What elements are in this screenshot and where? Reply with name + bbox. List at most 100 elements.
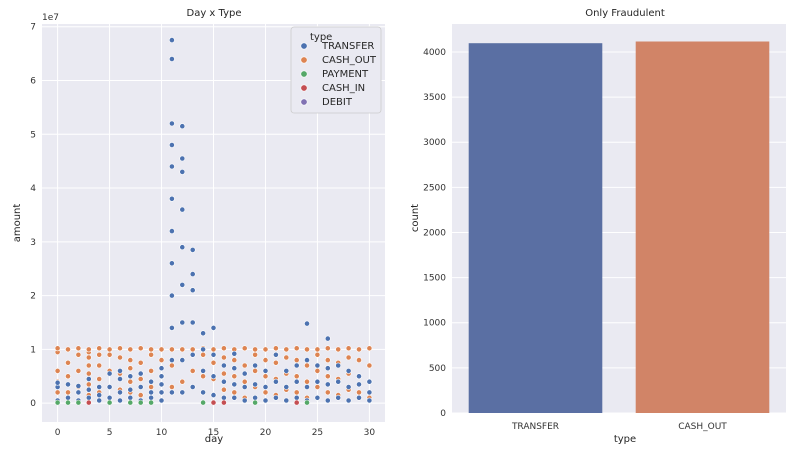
scatter-point-cash-out [75, 345, 82, 352]
bar-cash-out [635, 41, 770, 413]
scatter-point-cash-out [366, 362, 373, 369]
scatter-point-cash-out [96, 376, 103, 382]
legend-label-transfer: TRANSFER [321, 41, 374, 52]
scatter-point-cash-out [356, 357, 362, 363]
scatter-x-ticks: 0 5 10 15 20 25 30 [55, 428, 376, 438]
scatter-point-payment [200, 399, 206, 406]
scatter-x-tick-label: 10 [156, 428, 168, 438]
scatter-point-transfer [324, 335, 331, 342]
bar-y-tick-label: 3500 [423, 93, 446, 103]
scatter-y-multiplier: 1e7 [42, 13, 59, 23]
scatter-point-cash-out [85, 381, 92, 388]
bar-x-tick-label: CASH_OUT [678, 422, 727, 432]
scatter-point-transfer [324, 365, 331, 372]
scatter-point-transfer [304, 357, 310, 363]
scatter-point-transfer [65, 381, 71, 388]
scatter-point-cash-out [65, 389, 71, 396]
scatter-point-transfer [117, 397, 123, 404]
scatter-point-cash-out [304, 378, 310, 385]
scatter-point-transfer [148, 378, 154, 385]
scatter-point-transfer [179, 123, 186, 130]
scatter-point-cash-out [241, 378, 248, 385]
scatter-point-cash-out [293, 357, 300, 363]
scatter-point-cash-out [210, 359, 217, 366]
scatter-point-transfer [127, 373, 134, 380]
bar-y-tick-label: 1500 [423, 274, 446, 284]
scatter-point-transfer [179, 389, 186, 396]
scatter-point-cash-out [252, 367, 258, 374]
scatter-point-transfer [179, 357, 186, 363]
scatter-point-cash-out [283, 346, 290, 353]
scatter-point-transfer [96, 397, 103, 404]
scatter-point-transfer [252, 381, 258, 388]
scatter-point-cash-out [65, 373, 71, 380]
scatter-point-cash-out [366, 345, 373, 352]
scatter-point-cash-out [117, 345, 123, 352]
scatter-point-transfer [96, 392, 103, 398]
scatter-point-cash-out [335, 346, 342, 353]
bar-bars [468, 41, 770, 413]
scatter-point-cash-out [158, 357, 165, 363]
scatter-point-cash-in [210, 399, 217, 406]
scatter-point-transfer [345, 384, 352, 390]
scatter-point-transfer [189, 287, 196, 294]
scatter-point-cash-out [137, 392, 144, 398]
scatter-y-tick-label: 0 [30, 399, 36, 409]
scatter-point-cash-out [85, 362, 92, 369]
scatter-point-transfer [314, 378, 321, 385]
scatter-point-cash-out [252, 351, 258, 358]
scatter-point-transfer [252, 362, 258, 369]
scatter-point-cash-out [148, 346, 154, 353]
scatter-point-cash-out [127, 365, 134, 372]
scatter-y-tick-label: 3 [30, 238, 36, 248]
scatter-point-transfer [54, 379, 61, 386]
scatter-point-cash-out [106, 351, 113, 358]
scatter-point-transfer [262, 397, 269, 404]
scatter-point-transfer [158, 373, 165, 380]
scatter-point-transfer [117, 389, 123, 396]
scatter-point-transfer [75, 383, 82, 389]
scatter-point-cash-out [106, 346, 113, 353]
scatter-point-cash-in [293, 399, 300, 406]
scatter-point-payment [65, 399, 71, 406]
scatter-point-cash-out [117, 354, 123, 361]
scatter-point-cash-out [127, 378, 134, 385]
scatter-point-transfer [324, 381, 331, 388]
scatter-point-cash-out [220, 354, 227, 361]
scatter-point-transfer [179, 168, 186, 175]
scatter-point-transfer [148, 394, 154, 401]
bar-transfer [468, 43, 603, 413]
scatter-point-transfer [158, 381, 165, 388]
scatter-y-axis-label: amount [12, 204, 23, 243]
scatter-point-transfer [137, 384, 144, 390]
scatter-legend: type TRANSFER CASH_OUT PAYMENT CASH_IN DEBIT [290, 26, 382, 114]
scatter-point-transfer [168, 260, 175, 267]
scatter-point-transfer [168, 142, 175, 148]
scatter-point-transfer [210, 324, 217, 331]
scatter-point-cash-out [231, 357, 238, 363]
scatter-point-transfer [158, 397, 165, 404]
bar-x-axis-label: type [614, 434, 636, 445]
scatter-point-payment [252, 399, 258, 406]
legend-label-cash-in: CASH_IN [322, 83, 365, 94]
scatter-point-cash-out [324, 373, 331, 380]
scatter-x-tick-label: 25 [312, 428, 323, 438]
scatter-point-cash-out [148, 367, 154, 374]
scatter-point-cash-out [96, 362, 103, 369]
scatter-point-payment [304, 399, 310, 406]
scatter-point-cash-out [314, 351, 321, 358]
scatter-point-transfer [241, 384, 248, 390]
scatter-point-transfer [345, 367, 352, 374]
bar-y-ticks: 0 500 1000 1500 2000 2500 3000 3500 4000 [423, 48, 446, 419]
scatter-point-transfer [168, 120, 175, 127]
scatter-point-payment [75, 399, 82, 406]
scatter-x-axis-label: day [205, 434, 223, 445]
scatter-point-cash-out [75, 351, 82, 358]
scatter-point-transfer [189, 246, 196, 253]
scatter-point-transfer [96, 384, 103, 390]
scatter-point-transfer [314, 394, 321, 401]
scatter-point-transfer [179, 281, 186, 288]
scatter-point-transfer [356, 373, 362, 380]
scatter-point-transfer [168, 389, 175, 396]
scatter-point-transfer [117, 376, 123, 382]
